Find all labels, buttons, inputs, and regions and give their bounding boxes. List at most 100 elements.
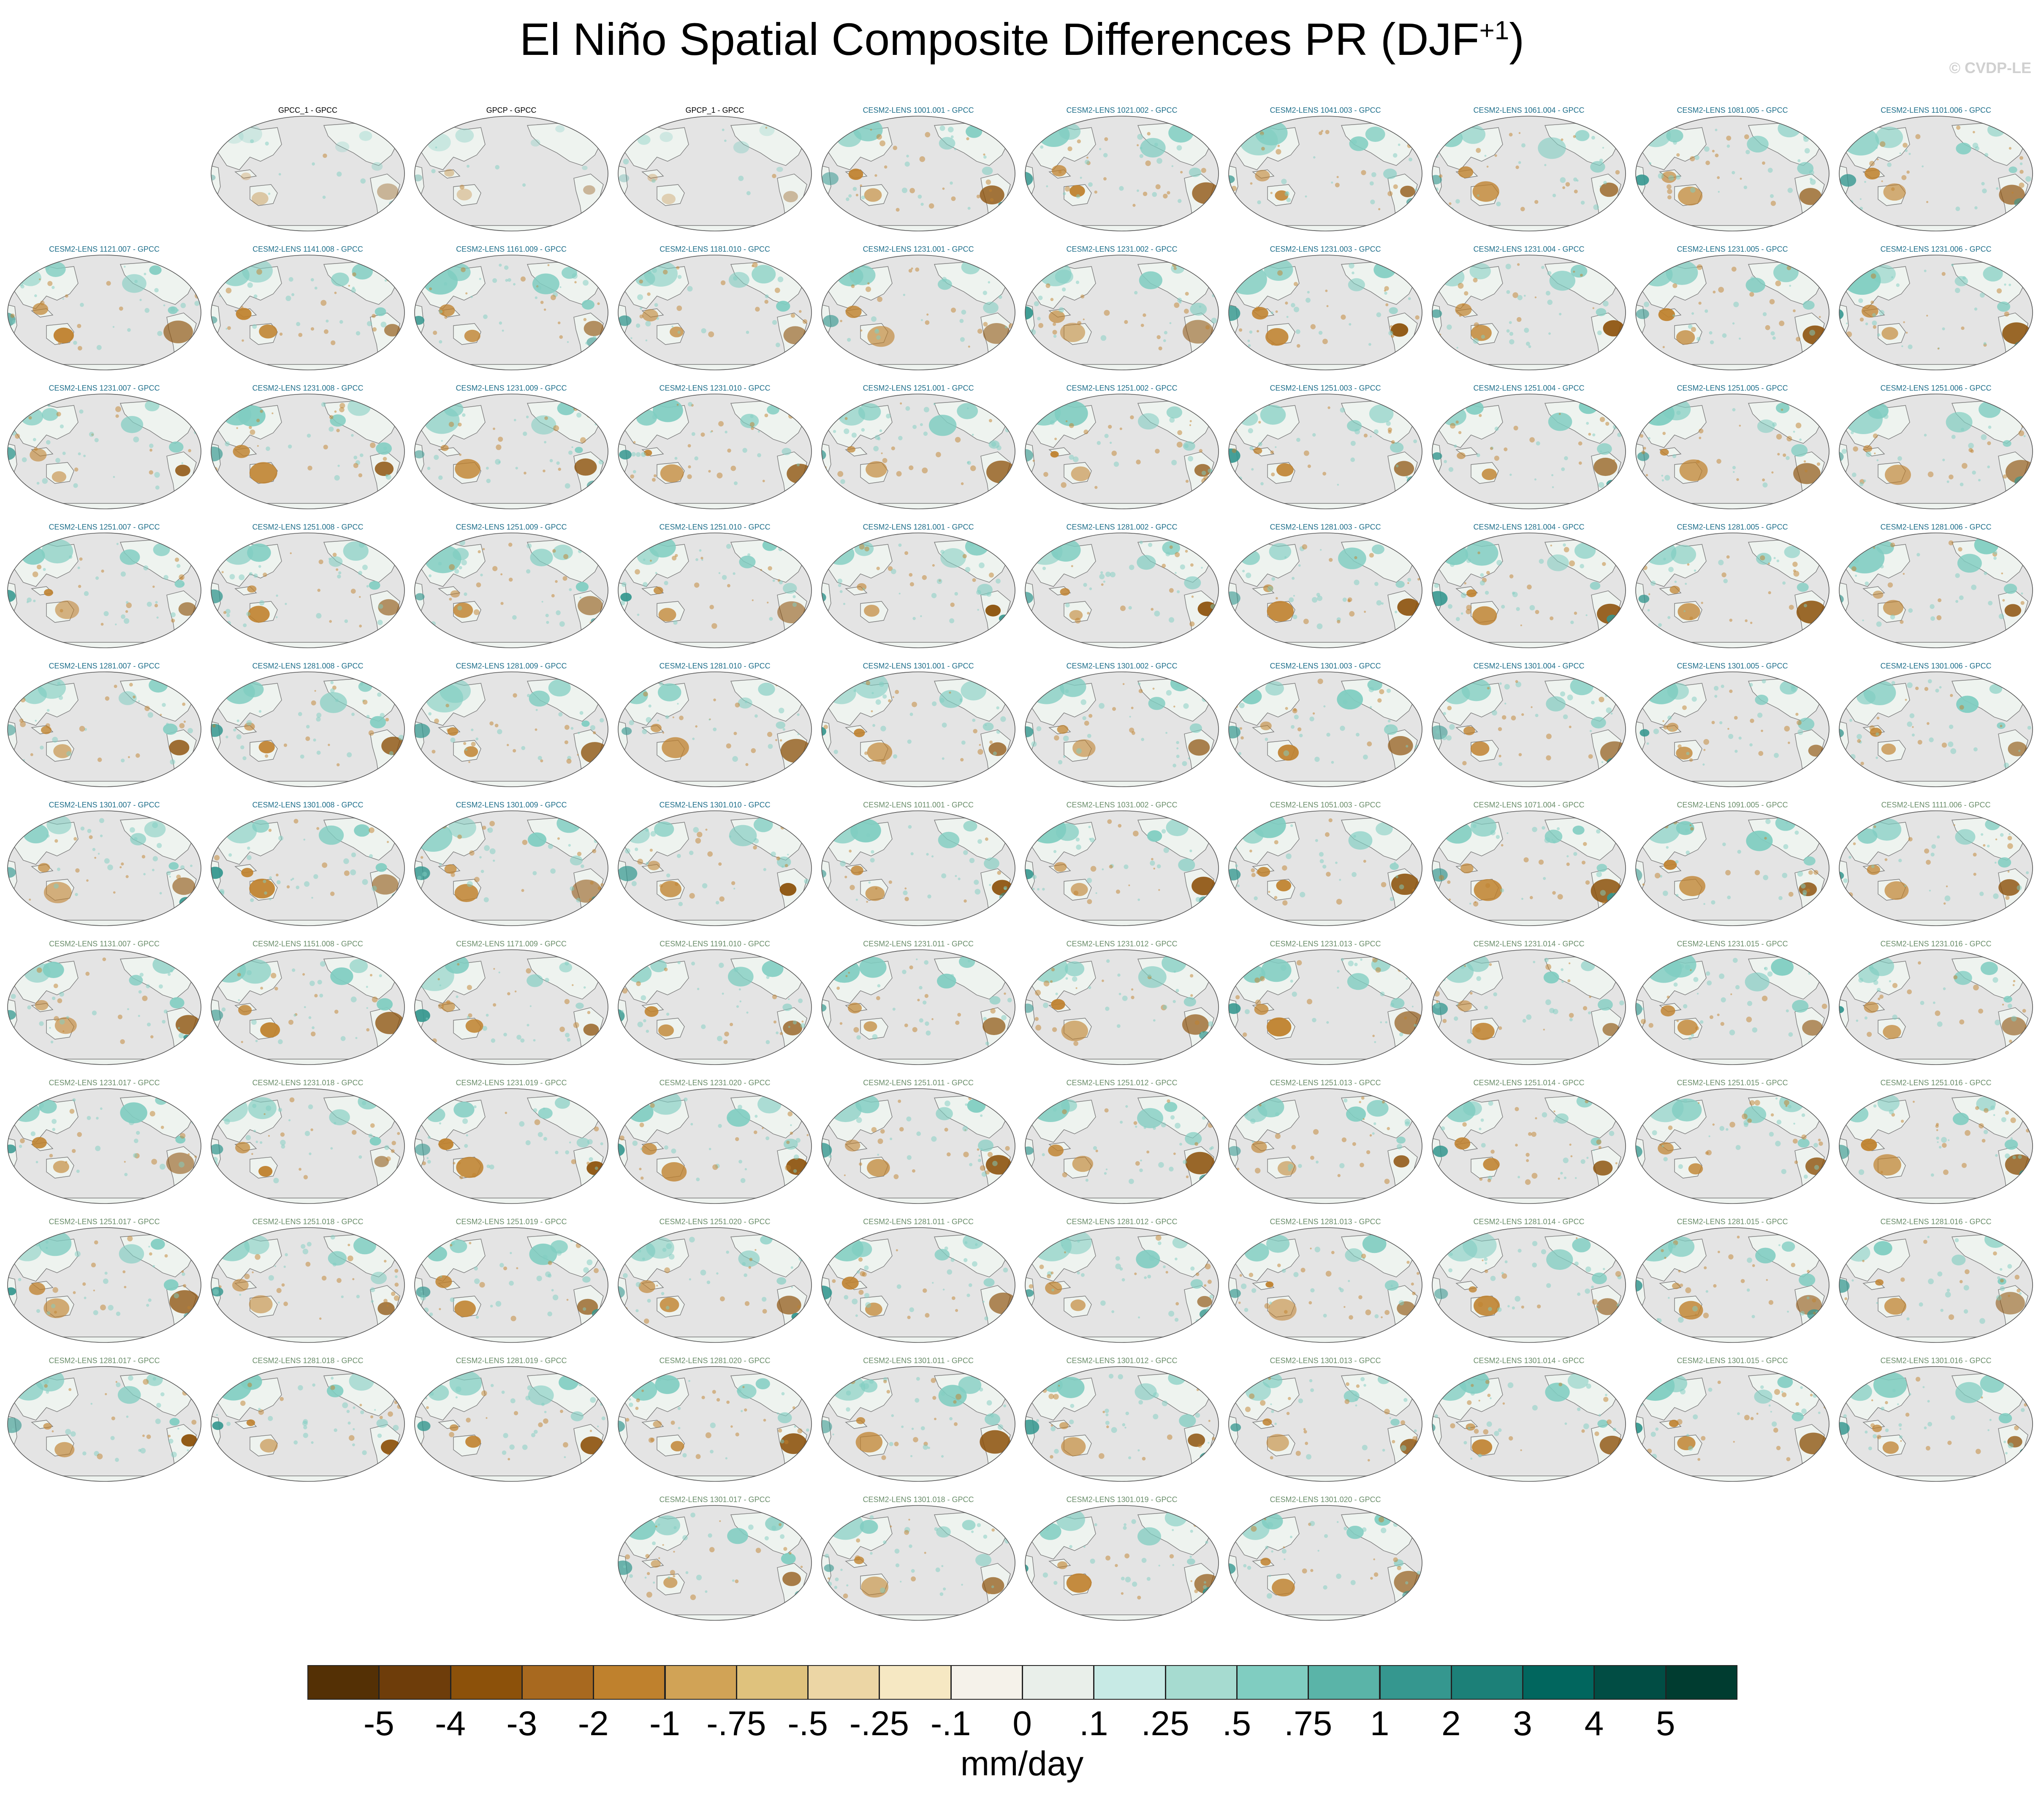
colorbar-tick-label: -5 <box>363 1704 394 1743</box>
world-map <box>6 1365 202 1485</box>
panel-label: CESM2-LENS 1251.020 - GPCC <box>659 1217 771 1226</box>
map-panel: CESM2-LENS 1301.018 - GPCC <box>820 1495 1016 1622</box>
colorbar-tick-label: .25 <box>1141 1704 1189 1743</box>
world-map <box>1431 115 1627 234</box>
world-map <box>1431 254 1627 373</box>
map-panel: CESM2-LENS 1281.004 - GPCC <box>1431 522 1627 649</box>
world-map <box>1431 671 1627 790</box>
figure-title: El Niño Spatial Composite Differences PR… <box>519 14 1525 65</box>
map-panel: CESM2-LENS 1231.004 - GPCC <box>1431 245 1627 371</box>
map-panel: CESM2-LENS 1141.008 - GPCC <box>210 245 406 371</box>
world-map <box>617 810 813 929</box>
world-map <box>1431 532 1627 651</box>
world-map <box>210 254 406 373</box>
panel-label: CESM2-LENS 1021.002 - GPCC <box>1066 106 1178 114</box>
map-panel: CESM2-LENS 1231.005 - GPCC <box>1634 245 1830 371</box>
map-panel: CESM2-LENS 1251.009 - GPCC <box>413 522 609 649</box>
world-map <box>1024 1087 1220 1207</box>
map-panel: CESM2-LENS 1301.004 - GPCC <box>1431 661 1627 788</box>
world-map <box>413 671 609 790</box>
world-map <box>1227 393 1423 512</box>
map-panel: CESM2-LENS 1301.013 - GPCC <box>1227 1356 1423 1483</box>
world-map <box>6 948 202 1068</box>
world-map <box>1227 532 1423 651</box>
panel-label: CESM2-LENS 1231.013 - GPCC <box>1270 940 1381 948</box>
panel-label: CESM2-LENS 1281.006 - GPCC <box>1880 523 1992 531</box>
map-panel: CESM2-LENS 1231.001 - GPCC <box>820 245 1016 371</box>
panel-label: CESM2-LENS 1181.010 - GPCC <box>660 245 770 253</box>
map-panel: CESM2-LENS 1281.003 - GPCC <box>1227 522 1423 649</box>
world-map <box>1227 671 1423 790</box>
panel-label: CESM2-LENS 1111.006 - GPCC <box>1881 801 1991 809</box>
world-map <box>617 532 813 651</box>
panel-label: CESM2-LENS 1251.012 - GPCC <box>1066 1079 1178 1087</box>
panel-label: CESM2-LENS 1231.015 - GPCC <box>1677 940 1788 948</box>
panel-label: CESM2-LENS 1301.008 - GPCC <box>252 801 364 809</box>
colorbar-box <box>950 1665 1023 1700</box>
panel-label: CESM2-LENS 1251.009 - GPCC <box>456 523 567 531</box>
panel-label: CESM2-LENS 1301.010 - GPCC <box>659 801 771 809</box>
world-map <box>1024 393 1220 512</box>
map-panel: CESM2-LENS 1301.019 - GPCC <box>1024 1495 1220 1622</box>
world-map <box>1431 1226 1627 1346</box>
colorbar-tick-label: -4 <box>435 1704 466 1743</box>
panel-label: CESM2-LENS 1281.014 - GPCC <box>1473 1217 1585 1226</box>
panel-label: GPCC_1 - GPCC <box>278 106 338 114</box>
map-panel: CESM2-LENS 1151.008 - GPCC <box>210 939 406 1066</box>
world-map <box>210 810 406 929</box>
map-panel: CESM2-LENS 1301.015 - GPCC <box>1634 1356 1830 1483</box>
panel-label: CESM2-LENS 1231.010 - GPCC <box>659 384 771 392</box>
panel-label: CESM2-LENS 1301.001 - GPCC <box>863 662 974 670</box>
colorbar-box <box>1094 1665 1166 1700</box>
panel-label: CESM2-LENS 1121.007 - GPCC <box>49 245 160 253</box>
map-panel: CESM2-LENS 1251.019 - GPCC <box>413 1217 609 1344</box>
colorbar-box <box>1665 1665 1737 1700</box>
world-map <box>6 1226 202 1346</box>
map-panel: CESM2-LENS 1281.018 - GPCC <box>210 1356 406 1483</box>
panel-label: CESM2-LENS 1231.003 - GPCC <box>1270 245 1381 253</box>
map-panel: CESM2-LENS 1091.005 - GPCC <box>1634 800 1830 927</box>
map-panel: CESM2-LENS 1051.003 - GPCC <box>1227 800 1423 927</box>
panel-label: CESM2-LENS 1251.010 - GPCC <box>659 523 771 531</box>
colorbar-box <box>1022 1665 1094 1700</box>
map-panel: CESM2-LENS 1251.015 - GPCC <box>1634 1078 1830 1205</box>
map-panel: CESM2-LENS 1251.014 - GPCC <box>1431 1078 1627 1205</box>
map-panel: CESM2-LENS 1281.017 - GPCC <box>6 1356 202 1483</box>
panel-label: CESM2-LENS 1301.014 - GPCC <box>1473 1356 1585 1365</box>
map-panel: CESM2-LENS 1301.002 - GPCC <box>1024 661 1220 788</box>
map-panel: CESM2-LENS 1231.017 - GPCC <box>6 1078 202 1205</box>
world-map <box>1431 393 1627 512</box>
world-map <box>1634 532 1830 651</box>
map-panel: CESM2-LENS 1191.010 - GPCC <box>617 939 813 1066</box>
world-map <box>1227 810 1423 929</box>
world-map <box>1227 1226 1423 1346</box>
world-map <box>210 532 406 651</box>
world-map <box>210 948 406 1068</box>
world-map <box>1024 948 1220 1068</box>
map-panel: CESM2-LENS 1251.017 - GPCC <box>6 1217 202 1344</box>
world-map <box>1838 671 2034 790</box>
colorbar-box <box>521 1665 594 1700</box>
panel-label: CESM2-LENS 1301.015 - GPCC <box>1677 1356 1788 1365</box>
panel-label: CESM2-LENS 1251.011 - GPCC <box>863 1079 974 1087</box>
world-map <box>413 393 609 512</box>
map-panel: CESM2-LENS 1251.002 - GPCC <box>1024 383 1220 510</box>
map-panel: CESM2-LENS 1281.010 - GPCC <box>617 661 813 788</box>
panel-label: CESM2-LENS 1251.015 - GPCC <box>1677 1079 1788 1087</box>
world-map <box>1227 1504 1423 1624</box>
map-panel: CESM2-LENS 1281.014 - GPCC <box>1431 1217 1627 1344</box>
map-panel: CESM2-LENS 1101.006 - GPCC <box>1838 106 2034 232</box>
map-panel: CESM2-LENS 1251.004 - GPCC <box>1431 383 1627 510</box>
map-panel: CESM2-LENS 1301.010 - GPCC <box>617 800 813 927</box>
map-panel: CESM2-LENS 1251.016 - GPCC <box>1838 1078 2034 1205</box>
map-panel: CESM2-LENS 1011.001 - GPCC <box>820 800 1016 927</box>
map-panel: CESM2-LENS 1231.018 - GPCC <box>210 1078 406 1205</box>
map-panel: CESM2-LENS 1281.008 - GPCC <box>210 661 406 788</box>
world-map <box>617 1504 813 1624</box>
colorbar-tick-label: -.75 <box>706 1704 766 1743</box>
colorbar-box <box>736 1665 809 1700</box>
map-panel: CESM2-LENS 1251.018 - GPCC <box>210 1217 406 1344</box>
world-map <box>1838 1365 2034 1485</box>
world-map <box>413 254 609 373</box>
panel-label: CESM2-LENS 1301.002 - GPCC <box>1066 662 1178 670</box>
